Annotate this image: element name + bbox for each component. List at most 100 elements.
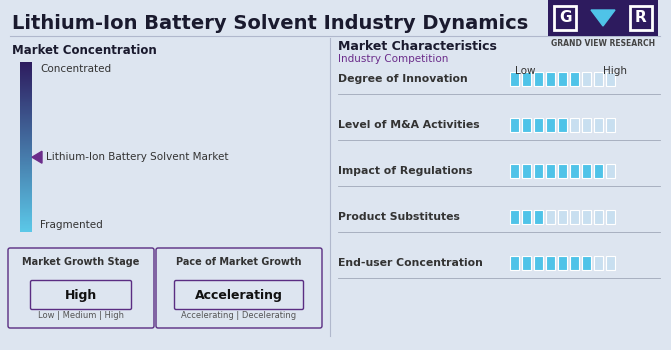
Bar [606,118,615,132]
Bar [20,111,32,112]
Bar [20,112,32,113]
Bar [20,105,32,106]
Bar [20,89,32,90]
Bar [20,107,32,108]
Bar [20,144,32,145]
Bar [20,89,32,90]
Bar [20,173,32,174]
Bar [20,218,32,219]
Text: Market Characteristics: Market Characteristics [338,40,497,53]
Bar [20,80,32,81]
Bar [20,116,32,117]
Bar [20,99,32,100]
Bar [20,121,32,122]
Bar [20,112,32,113]
Bar [570,72,579,86]
Bar [20,175,32,176]
Text: Low | Medium | High: Low | Medium | High [38,312,124,321]
Bar [20,198,32,199]
Bar [20,127,32,128]
Bar [20,96,32,97]
Bar [594,164,603,178]
Bar [20,108,32,110]
Bar [20,201,32,202]
Bar [630,6,652,30]
Bar [546,72,555,86]
Bar [20,199,32,200]
Bar [20,176,32,177]
Bar [20,98,32,99]
Bar [20,221,32,222]
Bar [20,83,32,84]
Bar [20,62,32,63]
Bar [606,210,615,224]
Bar [20,186,32,187]
Text: Low: Low [515,66,535,76]
Bar [20,176,32,177]
Bar [522,164,531,178]
Bar [20,214,32,215]
Bar [20,174,32,175]
Bar [20,162,32,163]
Bar [20,206,32,208]
Bar [20,155,32,156]
Bar [606,164,615,178]
Bar [20,141,32,142]
Bar [20,229,32,230]
Bar [20,186,32,187]
Bar [20,148,32,149]
Bar [20,69,32,70]
Bar [20,215,32,216]
Bar [20,120,32,121]
Bar [20,223,32,224]
Bar [20,188,32,189]
Bar [20,221,32,222]
Bar [20,90,32,91]
Bar [20,130,32,131]
Bar [20,217,32,218]
Bar [20,217,32,218]
Bar [20,149,32,150]
Bar [20,212,32,213]
Bar [20,215,32,216]
Bar [20,138,32,139]
Polygon shape [32,151,42,163]
Bar [20,153,32,154]
Bar [20,196,32,197]
Bar [20,137,32,138]
Bar [20,222,32,223]
Bar [20,125,32,126]
Bar [20,225,32,226]
Bar [20,157,32,158]
Bar [20,62,32,63]
Bar [20,114,32,115]
Bar [20,141,32,142]
Bar [20,182,32,183]
Bar [20,70,32,71]
Bar [20,76,32,77]
Bar [20,102,32,103]
Bar [20,80,32,81]
Bar [20,154,32,155]
Bar [20,202,32,203]
Bar [20,224,32,225]
Bar [20,229,32,230]
Bar [20,147,32,148]
Bar [20,144,32,145]
Text: Lithium-Ion Battery Solvent Industry Dynamics: Lithium-Ion Battery Solvent Industry Dyn… [12,14,528,33]
Bar [510,72,519,86]
Bar [20,74,32,75]
Bar [20,68,32,69]
Bar [20,185,32,186]
Bar [20,164,32,166]
Bar [20,191,32,193]
Bar [20,183,32,184]
Bar [20,182,32,183]
Bar [20,150,32,152]
Bar [20,202,32,203]
Bar [20,220,32,221]
Bar [570,164,579,178]
Bar [570,118,579,132]
Bar [20,159,32,160]
Bar [20,84,32,85]
